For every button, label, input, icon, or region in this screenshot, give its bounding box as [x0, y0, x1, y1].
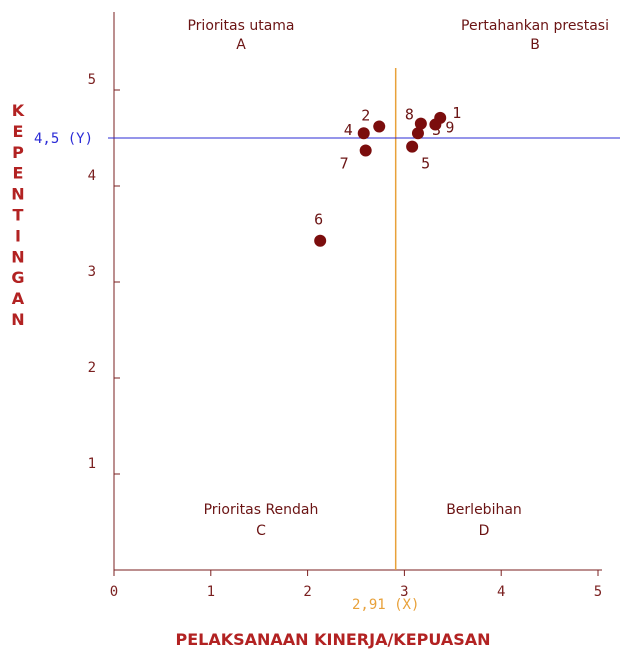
data-point-label: 6 — [314, 211, 323, 229]
y-tick-label: 4 — [88, 168, 96, 184]
data-point — [373, 120, 386, 133]
x-tick-label: 4 — [497, 584, 505, 600]
data-point — [411, 127, 424, 140]
data-point — [429, 118, 442, 131]
y-tick-label: 2 — [88, 360, 96, 376]
x-tick-label: 2 — [303, 584, 311, 600]
quadrant-letter: D — [479, 523, 490, 539]
y-tick-label: 3 — [88, 264, 96, 280]
quadrant-letter: C — [256, 523, 266, 539]
y-axis-label-letter: A — [12, 289, 25, 308]
axes: 0 1 2 3 4 5 1 2 3 4 5 — [88, 12, 602, 600]
y-tick-label: 5 — [88, 72, 96, 88]
data-point — [359, 144, 372, 157]
data-point-label: 8 — [405, 106, 414, 124]
x-tick-label: 0 — [110, 584, 118, 600]
x-axis-label: PELAKSANAAN KINERJA/KEPUASAN — [175, 630, 490, 649]
data-point-label: 2 — [361, 106, 370, 124]
quadrant-letter: B — [530, 37, 540, 53]
reference-lines: 2,91 (X) 4,5 (Y) — [34, 68, 620, 613]
data-point-label: 5 — [421, 155, 430, 173]
y-tick-label: 1 — [88, 456, 96, 472]
data-point — [357, 127, 370, 140]
y-axis-label-letter: I — [15, 226, 21, 245]
y-axis-label-letter: E — [13, 164, 24, 183]
x-tick-label: 1 — [207, 584, 215, 600]
data-point — [406, 140, 419, 153]
data-points: 123456789 — [314, 104, 461, 247]
y-axis-label-letter: P — [12, 143, 24, 162]
y-reference-label: 4,5 (Y) — [34, 131, 93, 147]
data-point-label: 4 — [344, 121, 353, 139]
quadrant-labels: Prioritas utama A Pertahankan prestasi B Pri… — [187, 18, 609, 539]
data-point-label: 1 — [452, 104, 461, 122]
x-tick-label: 3 — [400, 584, 408, 600]
x-reference-label: 2,91 (X) — [352, 597, 419, 613]
x-tick-label: 5 — [594, 584, 602, 600]
data-point — [414, 117, 427, 130]
quadrant-name: Prioritas utama — [187, 18, 294, 34]
quadrant-name: Berlebihan — [446, 502, 522, 518]
quadrant-letter: A — [236, 37, 246, 53]
y-axis-label-letter: T — [13, 206, 24, 225]
y-axis-label-letter: K — [12, 101, 25, 120]
y-axis-label-letter: N — [11, 185, 24, 204]
data-point — [314, 234, 327, 247]
y-axis-label-letter: E — [13, 122, 24, 141]
y-axis-label-letter: N — [11, 247, 24, 266]
y-axis-label-letter: G — [11, 268, 24, 287]
quadrant-name: Prioritas Rendah — [204, 502, 319, 518]
quadrant-name: Pertahankan prestasi — [461, 18, 609, 34]
data-point-label: 9 — [445, 119, 454, 137]
data-point-label: 7 — [340, 154, 349, 172]
y-axis-label-letter: N — [11, 310, 24, 329]
